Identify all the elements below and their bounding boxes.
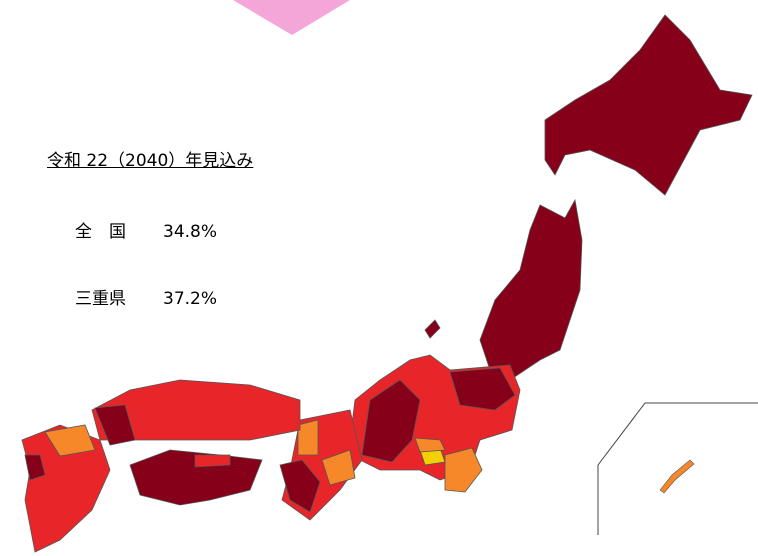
sado bbox=[424, 319, 441, 339]
row-value: 34.8% bbox=[163, 222, 218, 242]
nara-wakayama bbox=[279, 459, 321, 513]
tohoku bbox=[479, 198, 583, 381]
nagano bbox=[361, 379, 421, 463]
okinawa bbox=[659, 459, 695, 494]
row: 三重県 37.2% bbox=[75, 284, 217, 309]
chiba bbox=[444, 447, 483, 493]
title: 令和 22（2040）年見込み bbox=[47, 151, 254, 171]
row: 全 国 34.8% bbox=[75, 217, 217, 242]
yamaguchi bbox=[94, 404, 136, 446]
fukuoka bbox=[44, 424, 96, 457]
hokkaido bbox=[544, 14, 753, 196]
kagawa bbox=[194, 454, 231, 468]
arrow bbox=[233, 0, 350, 35]
mie bbox=[321, 449, 356, 486]
shiga bbox=[297, 419, 319, 456]
tochigi-gunma bbox=[449, 367, 516, 411]
inset-line bbox=[597, 402, 758, 535]
inset-frame bbox=[597, 402, 758, 535]
nagasaki bbox=[24, 454, 46, 481]
row-label: 全 国 bbox=[75, 222, 126, 242]
row-value: 37.2% bbox=[163, 289, 218, 309]
kanagawa bbox=[414, 437, 446, 453]
prefectures bbox=[21, 14, 753, 553]
row-label: 三重県 bbox=[75, 289, 126, 309]
